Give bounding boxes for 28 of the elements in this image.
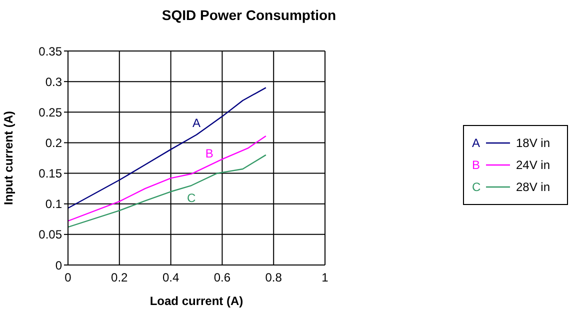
x-tick-label: 0 [64,270,72,285]
x-tick-label: 0.4 [162,270,180,285]
annotation: C [187,191,196,206]
annotation: A [192,116,201,130]
y-tick-label: 0 [55,258,62,272]
text: B [472,158,480,172]
x-tick-label: 1 [322,270,329,285]
line-series [68,87,266,209]
y-tick-label: 0.3 [45,74,62,89]
annotation: B [205,146,214,160]
y-tick-label: 0.35 [38,44,62,58]
x-tick-label: 0.6 [214,270,231,285]
y-tick-label: 0.1 [45,197,62,212]
legend-label: 28V in [516,180,550,194]
y-tick-label: 0.25 [38,105,62,120]
line-series [68,135,266,222]
y-tick-label: 0.05 [38,228,62,242]
text: A [472,136,480,150]
x-axis-title: Load current (A) [150,294,244,308]
text: C [472,180,481,194]
legend-label: 18V in [516,136,550,150]
y-axis-title: Input current (A) [1,111,16,205]
chart-title: SQID Power Consumption [160,7,338,23]
legend-label: 24V in [516,158,550,172]
x-tick-label: 0.8 [265,270,282,285]
y-tick-label: 0.2 [45,136,62,150]
x-tick-label: 0.2 [111,270,128,285]
y-tick-label: 0.15 [38,166,62,181]
